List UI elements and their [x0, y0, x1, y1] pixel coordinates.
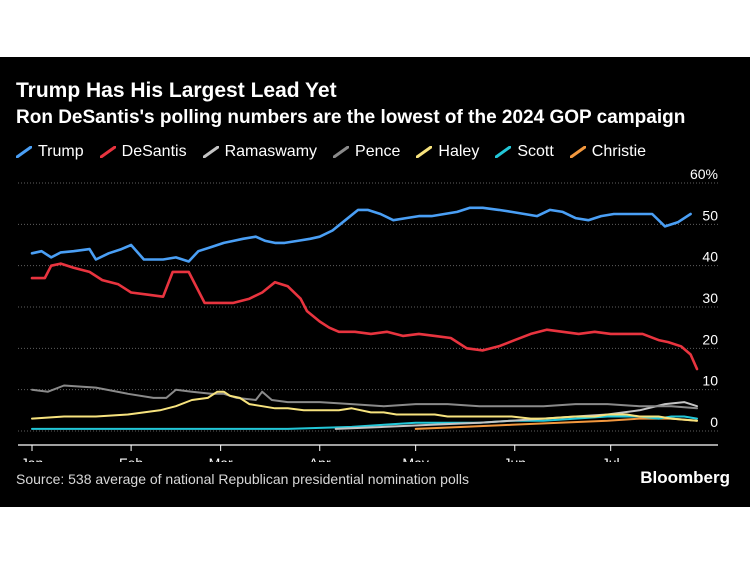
chart-title: Trump Has His Largest Lead Yet — [16, 79, 337, 102]
x-tick-label: Apr — [309, 455, 331, 462]
y-tick-label: 60% — [690, 167, 718, 182]
y-tick-label: 40 — [702, 249, 718, 265]
y-tick-label: 20 — [702, 331, 718, 347]
legend-label-scott: Scott — [517, 143, 554, 160]
series-line-haley — [31, 390, 698, 422]
chart-legend: Trump DeSantis Ramaswamy Pence Haley Sco… — [16, 143, 646, 161]
series-line-pence — [31, 384, 698, 410]
y-tick-label: 0 — [710, 414, 718, 430]
series-line-trump — [30, 206, 692, 263]
legend-swatch-haley — [416, 146, 433, 158]
x-tick-label: Jan — [21, 455, 44, 462]
bloomberg-logo: Bloomberg — [640, 468, 730, 487]
x-tick-label: Jun — [503, 455, 526, 462]
y-tick-label: 10 — [702, 373, 718, 389]
legend-item-pence: Pence — [333, 143, 400, 161]
x-tick-label: Jul — [602, 455, 620, 462]
legend-swatch-pence — [333, 146, 350, 158]
legend-label-haley: Haley — [438, 143, 480, 160]
legend-item-scott: Scott — [495, 143, 554, 161]
legend-label-pence: Pence — [355, 143, 401, 160]
legend-label-christie: Christie — [591, 143, 647, 160]
series-line-desantis — [30, 262, 699, 371]
legend-item-christie: Christie — [569, 143, 647, 161]
x-tick-label: Feb — [119, 455, 143, 462]
legend-swatch-scott — [495, 146, 512, 158]
legend-swatch-trump — [16, 146, 32, 158]
source-note: Source: 538 average of national Republic… — [16, 471, 469, 487]
legend-item-ramaswamy: Ramaswamy — [202, 143, 318, 161]
legend-swatch-ramaswamy — [202, 146, 219, 158]
legend-label-ramaswamy: Ramaswamy — [224, 143, 318, 160]
chart-subtitle: Ron DeSantis's polling numbers are the l… — [16, 107, 686, 128]
chart-panel: Trump Has His Largest Lead Yet Ron DeSan… — [0, 57, 750, 507]
line-chart: 60%50403020100JanFebMarAprMayJunJul2023 — [18, 167, 718, 462]
legend-item-haley: Haley — [416, 143, 479, 161]
x-tick-label: Mar — [209, 455, 233, 462]
legend-swatch-desantis — [99, 146, 116, 158]
x-tick-label: May — [402, 455, 428, 462]
y-tick-label: 30 — [702, 290, 718, 306]
legend-item-trump: Trump — [16, 143, 84, 161]
legend-swatch-christie — [569, 146, 586, 158]
legend-label-trump: Trump — [38, 143, 84, 160]
legend-item-desantis: DeSantis — [99, 143, 187, 161]
legend-label-desantis: DeSantis — [121, 143, 187, 160]
y-tick-label: 50 — [702, 207, 718, 223]
